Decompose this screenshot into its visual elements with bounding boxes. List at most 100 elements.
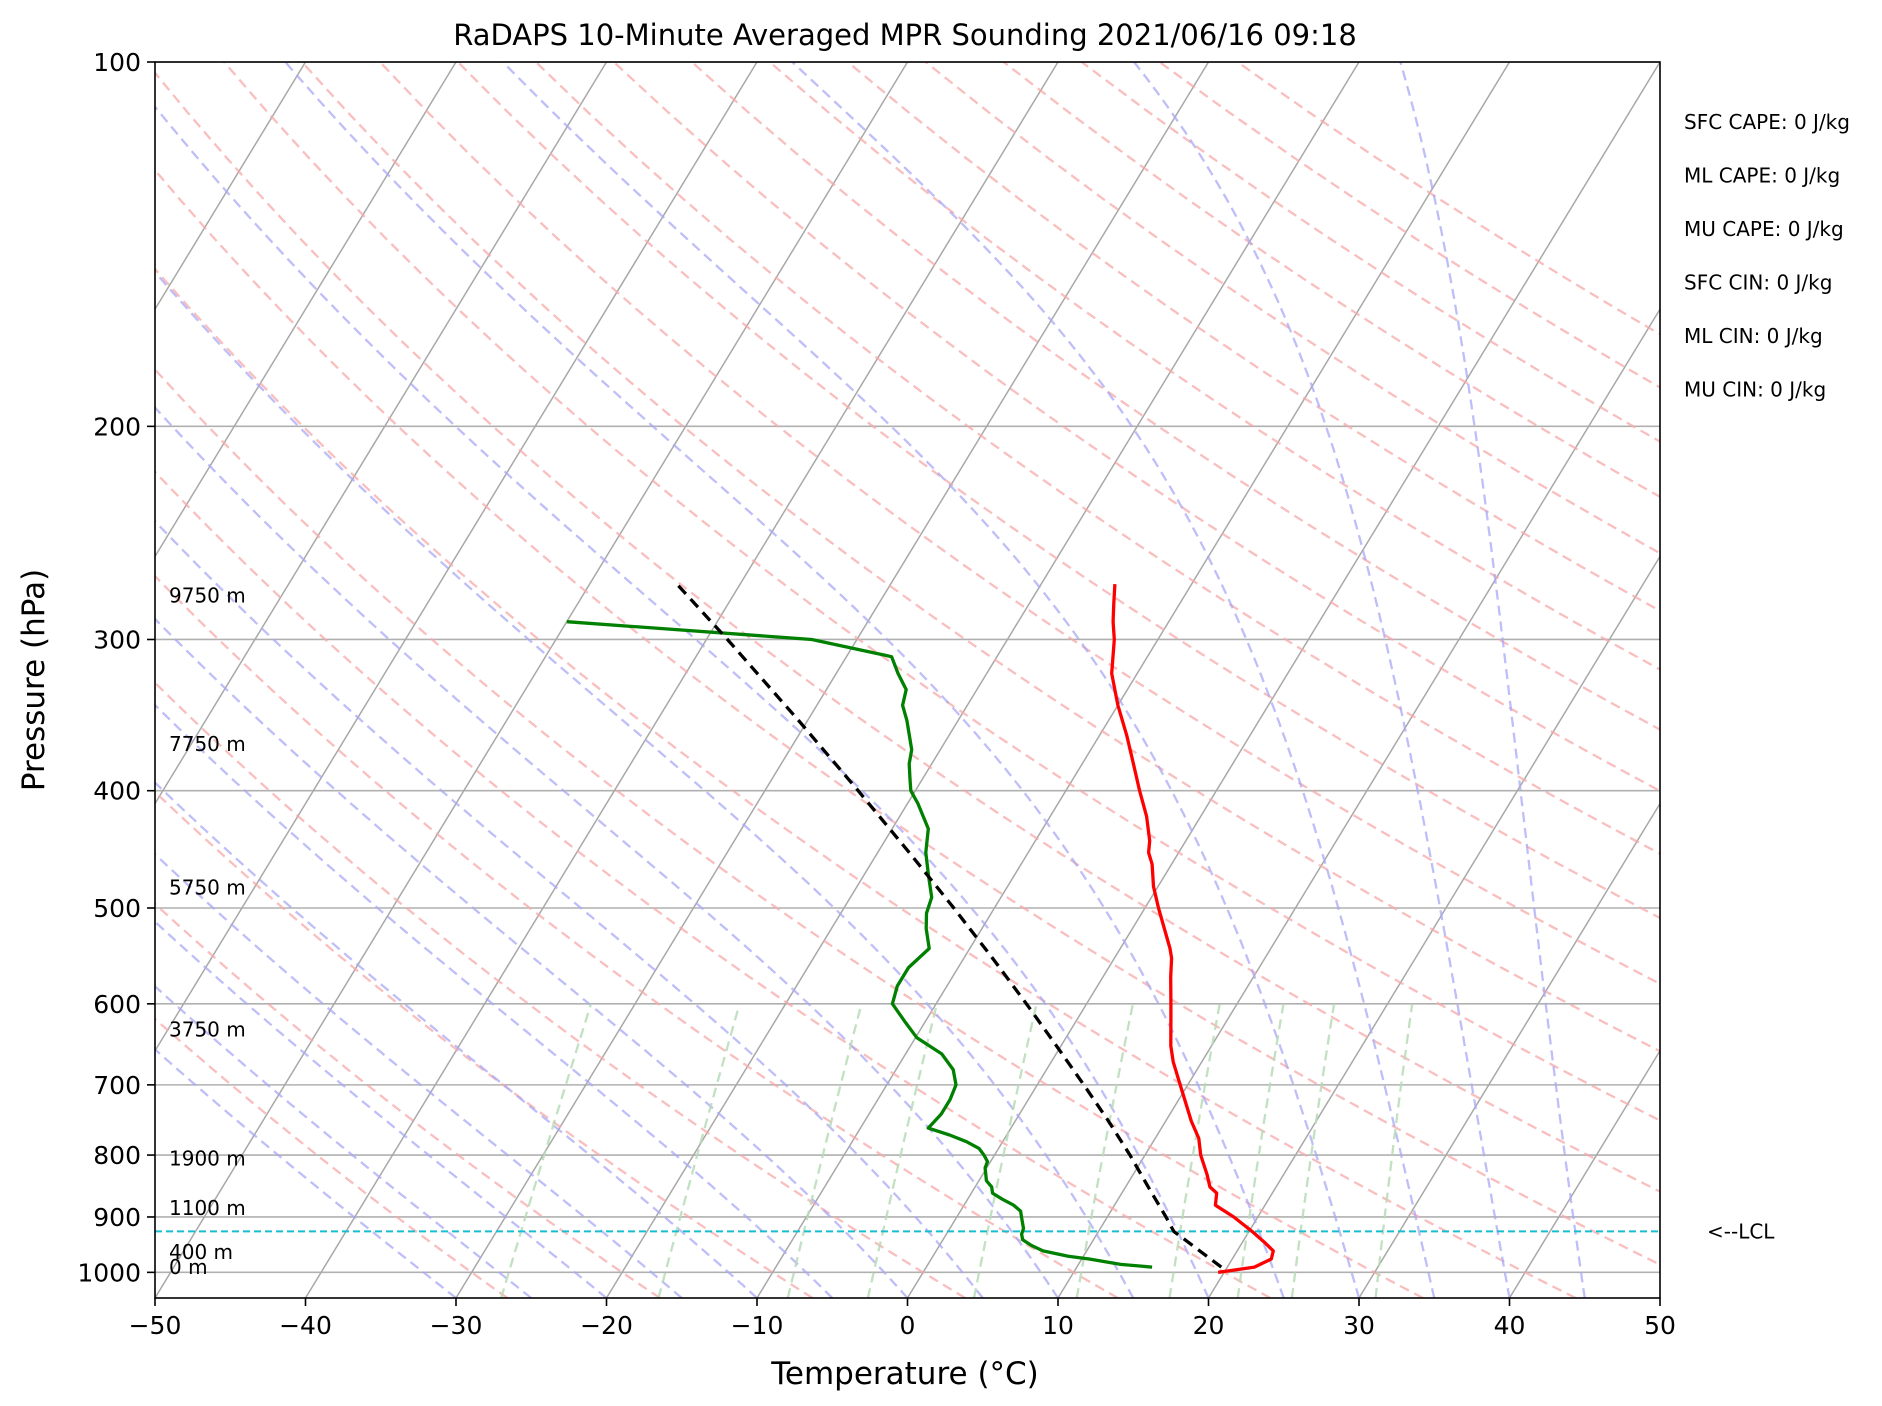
dry-adiabat-line: [1002, 62, 1660, 499]
isotherm-line: [155, 62, 758, 1053]
x-tick-label: 0: [900, 1311, 916, 1340]
dry-adiabat-line: [379, 62, 1660, 986]
mixing-ratio-line: [1290, 1003, 1336, 1298]
dry-adiabat-line: [1080, 62, 1660, 443]
dry-adiabat-line: [301, 62, 1660, 1053]
mixing-ratio-line: [500, 1003, 593, 1298]
isotherm-line: [756, 62, 1511, 1298]
x-tick-label: 10: [1042, 1311, 1074, 1340]
height-label: 5750 m: [169, 876, 246, 900]
dry-adiabat-line: [155, 71, 1660, 1193]
dry-adiabat-line: [691, 62, 1660, 731]
mixing-ratio-line: [786, 1003, 863, 1298]
moist-adiabat-line: [791, 62, 1436, 1298]
isotherm-line: [155, 62, 909, 1298]
moist-adiabat-line: [155, 519, 984, 1298]
x-tick-label: −50: [129, 1311, 182, 1340]
y-tick-label: 700: [93, 1071, 141, 1100]
dry-adiabat-line: [768, 62, 1660, 671]
mixing-ratio-line: [1168, 1003, 1221, 1298]
moist-adiabat-line: [155, 781, 758, 1298]
index-annotation: ML CAPE: 0 J/kg: [1684, 164, 1840, 188]
reference-lines: [0, 62, 1660, 1298]
isotherm-line: [1057, 307, 1660, 1298]
isotherm-line: [906, 62, 1660, 1298]
dry-adiabat-line: [155, 790, 814, 1298]
moist-adiabat-line: [1399, 62, 1586, 1298]
x-tick-label: −30: [430, 1311, 483, 1340]
y-tick-label: 1000: [77, 1258, 141, 1287]
mixing-ratio-line: [657, 1003, 741, 1298]
temperature-line: [1110, 584, 1275, 1275]
isotherm-line: [605, 62, 1360, 1298]
dry-adiabat-line: [457, 62, 1660, 920]
moist-adiabat-line: [155, 852, 683, 1298]
y-tick-label: 500: [93, 894, 141, 923]
moist-adiabat-line: [1133, 62, 1511, 1298]
moist-adiabat-line: [155, 405, 1059, 1298]
height-label: 7750 m: [169, 732, 246, 756]
moist-adiabat-line: [155, 104, 1210, 1298]
index-annotation: SFC CAPE: 0 J/kg: [1684, 110, 1850, 134]
height-label: 400 m: [169, 1240, 233, 1264]
data-series: [155, 582, 1660, 1275]
dry-adiabat-line: [535, 62, 1660, 856]
mixing-ratio-line: [972, 1003, 1038, 1298]
isotherm-line: [155, 62, 608, 806]
isotherm-line: [155, 62, 307, 311]
dry-adiabat-line: [155, 267, 1577, 1298]
moist-adiabat-line: [284, 62, 1285, 1298]
height-label: 9750 m: [169, 584, 246, 608]
x-tick-label: 30: [1343, 1311, 1375, 1340]
x-tick-label: −20: [580, 1311, 633, 1340]
dry-adiabat-line: [155, 470, 1271, 1298]
moist-adiabat-line: [155, 1047, 457, 1298]
y-tick-label: 100: [93, 48, 141, 77]
dry-adiabat-line: [846, 62, 1660, 613]
isotherm-line: [1508, 1049, 1660, 1298]
x-tick-label: −40: [279, 1311, 332, 1340]
isotherm-line: [1659, 1296, 1660, 1298]
dry-adiabat-line: [155, 1017, 509, 1298]
isotherm-line: [1207, 554, 1660, 1298]
dry-adiabat-line: [1158, 62, 1660, 389]
isotherm-line: [455, 62, 1210, 1298]
dry-adiabat-line: [223, 62, 1660, 1122]
index-annotation: MU CAPE: 0 J/kg: [1684, 217, 1844, 241]
x-tick-label: 20: [1193, 1311, 1225, 1340]
y-tick-label: 200: [93, 412, 141, 441]
dry-adiabat-line: [155, 367, 1424, 1298]
y-tick-label: 800: [93, 1141, 141, 1170]
index-annotation: MU CIN: 0 J/kg: [1684, 378, 1826, 402]
x-axis-label: Temperature (°C): [770, 1356, 1039, 1392]
height-label: 0 m: [169, 1255, 208, 1279]
index-annotation: SFC CIN: 0 J/kg: [1684, 271, 1832, 295]
dewpoint-line: [566, 620, 1153, 1269]
dry-adiabat-line: [1236, 62, 1660, 336]
mixing-ratio-line: [866, 1003, 939, 1298]
isotherm-line: [155, 62, 457, 558]
isotherm-line: [0, 62, 5, 1298]
height-label: 1100 m: [169, 1196, 246, 1220]
moist-adiabat-line: [501, 62, 1361, 1298]
dry-adiabat-line: [613, 62, 1660, 793]
y-axis-label: Pressure (hPa): [16, 569, 52, 791]
dry-adiabat-line: [155, 574, 1119, 1298]
y-tick-label: 400: [93, 777, 141, 806]
lcl-label: <--LCL: [1707, 1219, 1775, 1243]
x-tick-label: 50: [1644, 1311, 1676, 1340]
index-annotation: ML CIN: 0 J/kg: [1684, 324, 1823, 348]
y-tick-label: 900: [93, 1203, 141, 1232]
x-tick-label: −10: [731, 1311, 784, 1340]
height-label: 3750 m: [169, 1017, 246, 1041]
moist-adiabat-line: [155, 617, 909, 1298]
moist-adiabat-line: [155, 920, 608, 1298]
x-tick-label: 40: [1494, 1311, 1526, 1340]
dry-adiabat-line: [155, 902, 661, 1298]
dry-adiabat-line: [155, 681, 966, 1298]
parcel-profile-line: [675, 582, 1223, 1269]
